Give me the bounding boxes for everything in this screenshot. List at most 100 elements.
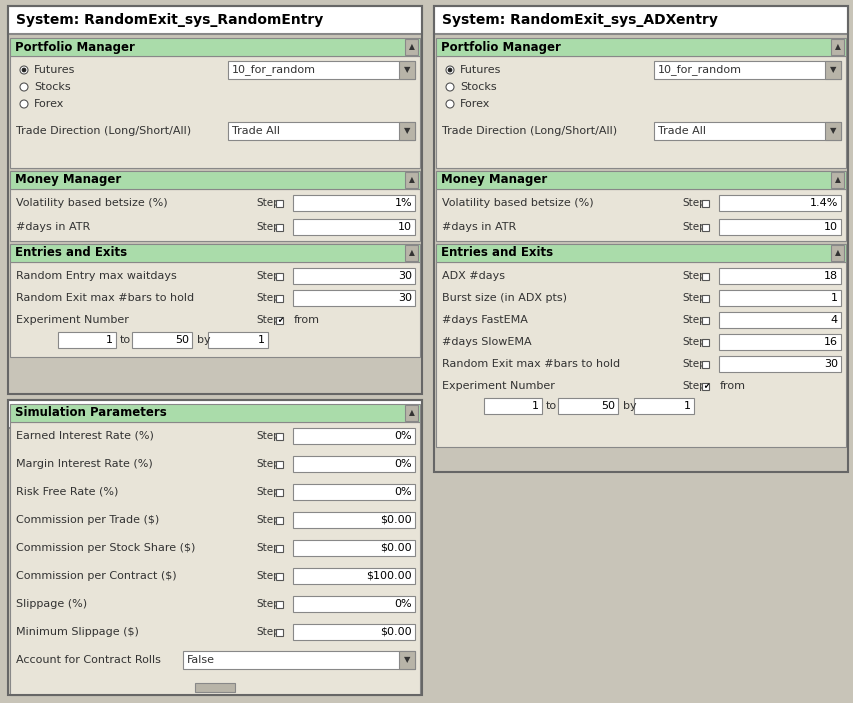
- Bar: [10, 404, 420, 422]
- Text: Step: Step: [682, 315, 705, 325]
- Bar: [702, 295, 709, 302]
- Text: Money Manager: Money Manager: [440, 174, 547, 186]
- Text: Step: Step: [256, 459, 280, 469]
- Text: #days in ATR: #days in ATR: [442, 222, 516, 232]
- Text: Futures: Futures: [34, 65, 75, 75]
- Bar: [830, 39, 843, 55]
- Text: 16: 16: [823, 337, 837, 347]
- Text: Random Exit max #bars to hold: Random Exit max #bars to hold: [442, 359, 619, 369]
- Bar: [132, 332, 192, 348]
- Bar: [433, 34, 847, 472]
- Bar: [8, 400, 421, 428]
- Bar: [702, 273, 709, 280]
- Text: Burst size (in ADX pts): Burst size (in ADX pts): [442, 293, 566, 303]
- Circle shape: [445, 100, 454, 108]
- Circle shape: [448, 68, 451, 72]
- Text: Futures: Futures: [460, 65, 501, 75]
- Text: Margin Interest Rate (%): Margin Interest Rate (%): [16, 459, 153, 469]
- Bar: [58, 332, 116, 348]
- Text: ▲: ▲: [833, 248, 839, 257]
- Text: Step: Step: [682, 198, 705, 208]
- Text: Step: Step: [256, 198, 280, 208]
- Bar: [633, 398, 693, 414]
- Text: Stocks: Stocks: [460, 82, 496, 92]
- Bar: [293, 195, 415, 211]
- Text: Minimum Slippage ($): Minimum Slippage ($): [16, 627, 139, 637]
- Bar: [10, 244, 420, 262]
- Bar: [702, 316, 709, 323]
- Text: 0%: 0%: [394, 459, 411, 469]
- Text: ▼: ▼: [829, 65, 835, 75]
- Bar: [293, 484, 415, 500]
- Bar: [702, 224, 709, 231]
- Bar: [404, 39, 417, 55]
- Bar: [276, 600, 283, 607]
- Text: 1: 1: [683, 401, 690, 411]
- Text: Step: Step: [256, 487, 280, 497]
- Text: False: False: [187, 655, 215, 665]
- Bar: [824, 122, 840, 140]
- Bar: [293, 290, 415, 306]
- Text: $100.00: $100.00: [366, 571, 411, 581]
- Text: Volatility based betsize (%): Volatility based betsize (%): [442, 198, 593, 208]
- Bar: [276, 273, 283, 280]
- Bar: [653, 122, 840, 140]
- Bar: [718, 195, 840, 211]
- Text: Step: Step: [256, 222, 280, 232]
- Bar: [276, 545, 283, 551]
- Text: Step: Step: [682, 337, 705, 347]
- Text: Commission per Contract ($): Commission per Contract ($): [16, 571, 177, 581]
- Text: Forex: Forex: [460, 99, 490, 109]
- Text: Step: Step: [256, 431, 280, 441]
- Text: $0.00: $0.00: [380, 627, 411, 637]
- Bar: [433, 6, 847, 472]
- Bar: [293, 624, 415, 640]
- Bar: [10, 262, 420, 357]
- Bar: [228, 61, 415, 79]
- Bar: [830, 245, 843, 261]
- Circle shape: [22, 68, 26, 72]
- Text: 10: 10: [823, 222, 837, 232]
- Bar: [404, 172, 417, 188]
- Text: #days in ATR: #days in ATR: [16, 222, 90, 232]
- Bar: [718, 334, 840, 350]
- Text: 10: 10: [397, 222, 411, 232]
- Text: 10_for_random: 10_for_random: [657, 65, 741, 75]
- Text: to: to: [120, 335, 131, 345]
- Text: Experiment Number: Experiment Number: [442, 381, 554, 391]
- Bar: [276, 572, 283, 579]
- Text: ▼: ▼: [829, 127, 835, 136]
- Text: Step: Step: [256, 627, 280, 637]
- Bar: [436, 244, 845, 262]
- Bar: [10, 38, 420, 56]
- Text: 1: 1: [830, 293, 837, 303]
- Text: ▼: ▼: [403, 655, 409, 664]
- Text: ADX #days: ADX #days: [442, 271, 504, 281]
- Bar: [436, 56, 845, 168]
- Bar: [433, 6, 847, 34]
- Bar: [276, 224, 283, 231]
- Text: 4: 4: [830, 315, 837, 325]
- Text: Step: Step: [256, 515, 280, 525]
- Text: Trade All: Trade All: [232, 126, 280, 136]
- Text: Portfolio Manager: Portfolio Manager: [440, 41, 560, 53]
- Bar: [276, 316, 283, 323]
- Bar: [293, 568, 415, 584]
- Bar: [276, 295, 283, 302]
- Text: Step: Step: [682, 293, 705, 303]
- Bar: [557, 398, 618, 414]
- Text: #days SlowEMA: #days SlowEMA: [442, 337, 531, 347]
- Bar: [718, 219, 840, 235]
- Text: 1%: 1%: [394, 198, 411, 208]
- Text: Money Manager: Money Manager: [15, 174, 121, 186]
- Text: ▲: ▲: [408, 176, 414, 184]
- Text: 10_for_random: 10_for_random: [232, 65, 316, 75]
- Text: ▲: ▲: [408, 408, 414, 418]
- Circle shape: [20, 83, 28, 91]
- Text: Step: Step: [682, 381, 705, 391]
- Text: from: from: [719, 381, 746, 391]
- Text: 50: 50: [601, 401, 614, 411]
- Bar: [8, 6, 421, 394]
- Bar: [702, 361, 709, 368]
- Text: Commission per Stock Share ($): Commission per Stock Share ($): [16, 543, 195, 553]
